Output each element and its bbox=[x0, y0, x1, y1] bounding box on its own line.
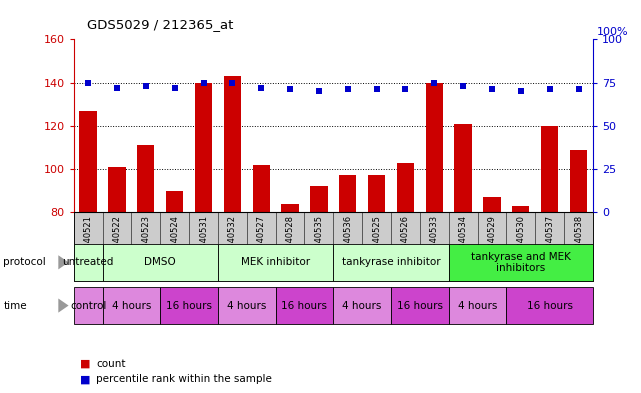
Bar bbox=[570, 149, 587, 212]
Bar bbox=[79, 111, 97, 212]
Bar bbox=[512, 206, 529, 212]
Text: 4 hours: 4 hours bbox=[112, 301, 151, 310]
Text: 4 hours: 4 hours bbox=[458, 301, 497, 310]
Bar bbox=[541, 126, 558, 212]
Bar bbox=[253, 165, 270, 212]
Bar bbox=[426, 83, 443, 212]
Text: tankyrase inhibitor: tankyrase inhibitor bbox=[342, 257, 440, 267]
Text: 16 hours: 16 hours bbox=[281, 301, 328, 310]
Text: 16 hours: 16 hours bbox=[397, 301, 443, 310]
Bar bbox=[339, 175, 356, 212]
Text: ■: ■ bbox=[80, 358, 90, 369]
Bar bbox=[281, 204, 299, 212]
Text: percentile rank within the sample: percentile rank within the sample bbox=[96, 374, 272, 384]
Text: GDS5029 / 212365_at: GDS5029 / 212365_at bbox=[87, 18, 233, 31]
Text: MEK inhibitor: MEK inhibitor bbox=[241, 257, 310, 267]
Text: DMSO: DMSO bbox=[144, 257, 176, 267]
Text: time: time bbox=[3, 301, 27, 310]
Bar bbox=[166, 191, 183, 212]
Text: control: control bbox=[70, 301, 106, 310]
Text: ■: ■ bbox=[80, 374, 90, 384]
Text: 16 hours: 16 hours bbox=[166, 301, 212, 310]
Text: 4 hours: 4 hours bbox=[227, 301, 267, 310]
Bar bbox=[397, 163, 414, 212]
Bar bbox=[368, 175, 385, 212]
Bar bbox=[137, 145, 154, 212]
Text: untreated: untreated bbox=[62, 257, 114, 267]
Bar bbox=[483, 197, 501, 212]
Text: count: count bbox=[96, 358, 126, 369]
Bar bbox=[224, 76, 241, 212]
Text: 4 hours: 4 hours bbox=[342, 301, 382, 310]
Text: tankyrase and MEK
inhibitors: tankyrase and MEK inhibitors bbox=[471, 252, 570, 273]
Text: 100%: 100% bbox=[597, 26, 629, 37]
Text: 16 hours: 16 hours bbox=[527, 301, 572, 310]
Bar bbox=[310, 186, 328, 212]
Bar bbox=[108, 167, 126, 212]
Text: protocol: protocol bbox=[3, 257, 46, 267]
Bar bbox=[195, 83, 212, 212]
Bar bbox=[454, 123, 472, 212]
